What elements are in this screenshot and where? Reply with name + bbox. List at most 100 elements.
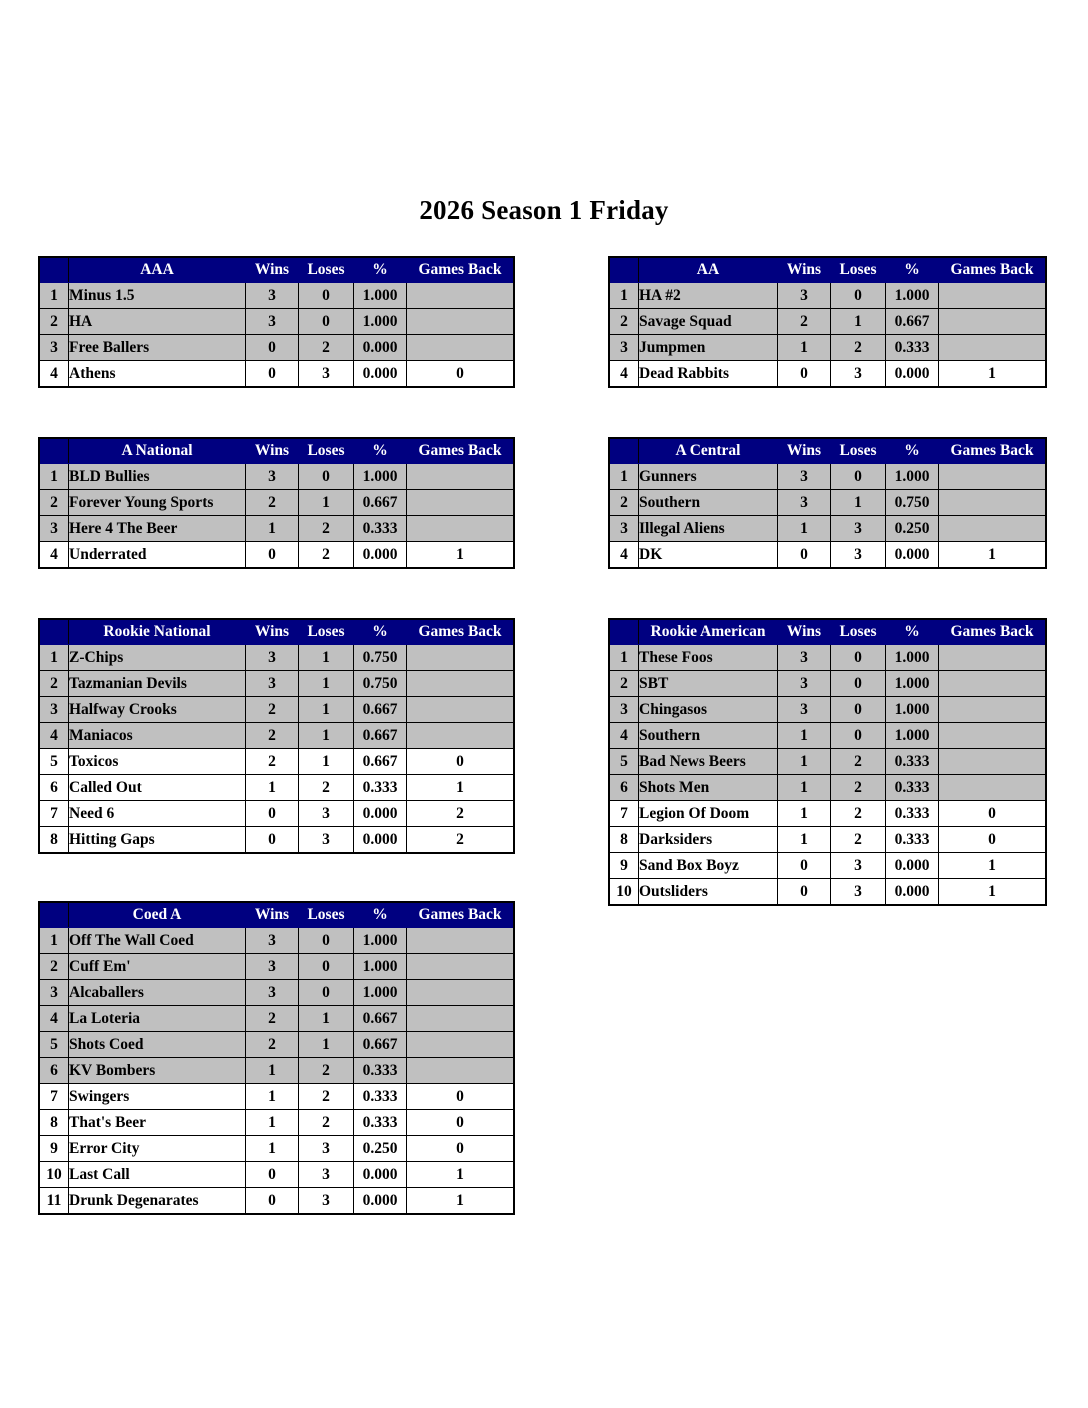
wins-value: 3 [245, 953, 299, 980]
wins-value: 1 [777, 774, 831, 801]
table-row: 3 Halfway Crooks 2 1 0.667 [38, 696, 515, 723]
wins-value: 3 [777, 463, 831, 490]
loses-value: 1 [298, 722, 354, 749]
standings-table-coed-a: Coed A Wins Loses % Games Back 1 Off The … [38, 901, 515, 1215]
team-name: Sand Box Boyz [638, 852, 778, 879]
team-name: Jumpmen [638, 334, 778, 361]
loses-value: 2 [298, 515, 354, 542]
loses-value: 3 [830, 852, 886, 879]
team-name: SBT [638, 670, 778, 697]
win-pct-value: 0.333 [885, 774, 939, 801]
win-pct-value: 0.333 [885, 748, 939, 775]
win-pct-value: 0.333 [353, 515, 407, 542]
table-row: 2 HA 3 0 1.000 [38, 308, 515, 335]
standings-table-aa: AA Wins Loses % Games Back 1 HA #2 3 0 1.000… [608, 256, 1047, 388]
wins-value: 3 [777, 489, 831, 516]
table-header: AA Wins Loses % Games Back [608, 256, 1047, 283]
loses-value: 2 [298, 1083, 354, 1110]
win-pct-value: 0.750 [353, 670, 407, 697]
team-name: Called Out [68, 774, 246, 801]
wins-value: 3 [245, 282, 299, 309]
standing-rank: 4 [608, 722, 639, 749]
loses-value: 0 [830, 696, 886, 723]
wins-value: 3 [777, 282, 831, 309]
table-row: 4 Maniacos 2 1 0.667 [38, 722, 515, 749]
loses-value: 3 [298, 360, 354, 388]
wins-value: 1 [777, 515, 831, 542]
column-header-pct: % [885, 256, 939, 283]
wins-value: 1 [777, 800, 831, 827]
team-name: Alcaballers [68, 979, 246, 1006]
team-name: Swingers [68, 1083, 246, 1110]
standing-rank: 6 [38, 774, 69, 801]
column-header-pct: % [885, 618, 939, 645]
table-row: 8 Hitting Gaps 0 3 0.000 2 [38, 826, 515, 854]
wins-value: 3 [245, 644, 299, 671]
standing-rank: 4 [38, 541, 69, 569]
win-pct-value: 0.250 [353, 1135, 407, 1162]
win-pct-value: 0.250 [885, 515, 939, 542]
games-back-value: 1 [406, 541, 515, 569]
win-pct-value: 0.000 [353, 334, 407, 361]
wins-value: 3 [777, 670, 831, 697]
column-header-wins: Wins [777, 256, 831, 283]
team-name: Athens [68, 360, 246, 388]
table-row: 10 Outsliders 0 3 0.000 1 [608, 878, 1047, 906]
games-back-value: 2 [406, 800, 515, 827]
standing-rank: 8 [38, 1109, 69, 1136]
column-header-pct: % [353, 437, 407, 464]
team-name: Last Call [68, 1161, 246, 1188]
loses-value: 0 [830, 282, 886, 309]
table-row: 2 Southern 3 1 0.750 [608, 489, 1047, 516]
standing-rank: 3 [38, 334, 69, 361]
wins-value: 1 [245, 1057, 299, 1084]
column-header-loses: Loses [298, 901, 354, 928]
wins-value: 0 [245, 541, 299, 569]
games-back-value [406, 927, 515, 954]
column-header-rank [38, 437, 69, 464]
column-header-pct: % [353, 901, 407, 928]
loses-value: 2 [830, 800, 886, 827]
team-name: Illegal Aliens [638, 515, 778, 542]
standing-rank: 2 [38, 670, 69, 697]
win-pct-value: 0.000 [885, 852, 939, 879]
wins-value: 0 [245, 826, 299, 854]
games-back-value: 0 [938, 826, 1047, 853]
page-title: 2026 Season 1 Friday [419, 195, 669, 225]
wins-value: 2 [245, 696, 299, 723]
wins-value: 0 [245, 1187, 299, 1215]
team-name: HA #2 [638, 282, 778, 309]
games-back-value [938, 334, 1047, 361]
table-row: 1 Z-Chips 3 1 0.750 [38, 644, 515, 671]
standing-rank: 9 [608, 852, 639, 879]
column-header-loses: Loses [830, 618, 886, 645]
games-back-value [406, 282, 515, 309]
loses-value: 1 [298, 1031, 354, 1058]
standing-rank: 2 [608, 670, 639, 697]
team-name: Need 6 [68, 800, 246, 827]
team-name: Hitting Gaps [68, 826, 246, 854]
win-pct-value: 0.667 [353, 696, 407, 723]
standing-rank: 2 [608, 308, 639, 335]
column-header-games-back: Games Back [938, 437, 1047, 464]
table-row: 2 Savage Squad 2 1 0.667 [608, 308, 1047, 335]
loses-value: 2 [298, 1057, 354, 1084]
column-header-loses: Loses [830, 256, 886, 283]
column-header-rank [38, 256, 69, 283]
column-header-division: Rookie American [638, 618, 778, 645]
table-row: 4 La Loteria 2 1 0.667 [38, 1005, 515, 1032]
team-name: Southern [638, 489, 778, 516]
standing-rank: 1 [608, 463, 639, 490]
loses-value: 3 [830, 541, 886, 569]
loses-value: 1 [830, 489, 886, 516]
team-name: Here 4 The Beer [68, 515, 246, 542]
games-back-value [938, 774, 1047, 801]
win-pct-value: 1.000 [353, 463, 407, 490]
win-pct-value: 0.750 [353, 644, 407, 671]
table-body: 1 Minus 1.5 3 0 1.000 2 HA 3 0 1.000 3 Free Ballers… [38, 282, 515, 388]
standing-rank: 4 [608, 360, 639, 388]
team-name: Cuff Em' [68, 953, 246, 980]
header-row: Rookie National Wins Loses % Games Back [38, 618, 515, 645]
column-header-division: AAA [68, 256, 246, 283]
table-row: 1 Off The Wall Coed 3 0 1.000 [38, 927, 515, 954]
